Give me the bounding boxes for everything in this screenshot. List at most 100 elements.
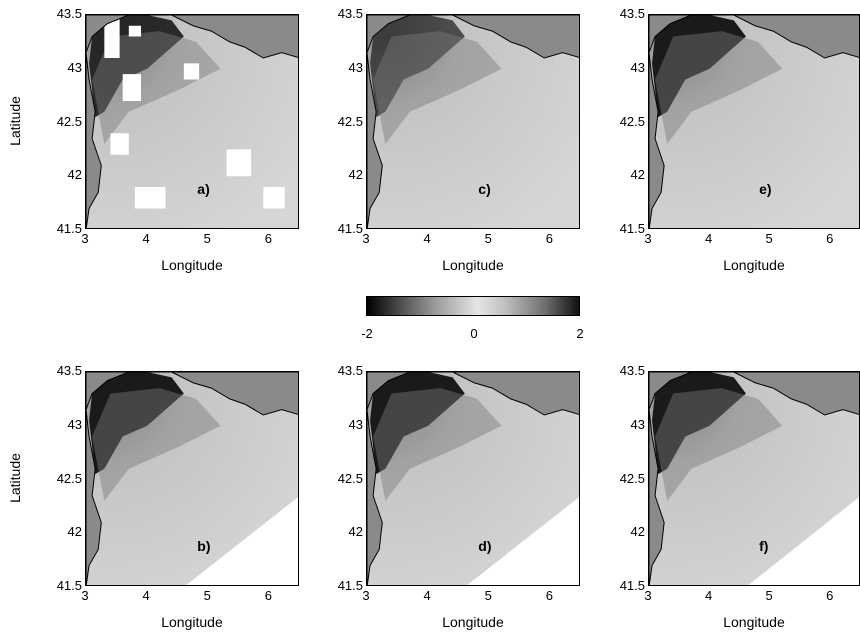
y-tick-label: 43.5 (56, 6, 82, 21)
data-gap (183, 63, 200, 80)
x-tick-label: 3 (81, 231, 89, 246)
x-tick-label: 5 (484, 231, 492, 246)
shelf-gradient-band (655, 388, 783, 501)
land-west (86, 409, 102, 585)
x-tick-label: 4 (704, 588, 713, 603)
coastal-dark-band (652, 372, 746, 475)
y-tick-label: 42 (348, 524, 363, 540)
panel-label: d) (478, 538, 492, 555)
map-svg (649, 15, 859, 228)
y-tick-label: 43 (630, 59, 645, 75)
x-tick-label: 4 (423, 588, 431, 603)
shelf-gradient-band (92, 31, 221, 144)
y-tick-label: 43 (67, 59, 82, 75)
x-axis-label: Longitude (442, 257, 504, 273)
coastal-dark-band (89, 372, 184, 475)
land-west (367, 409, 383, 585)
panel-label: b) (197, 538, 211, 555)
colorbar (366, 296, 580, 316)
data-gap (134, 187, 166, 209)
x-tick-label: 6 (826, 588, 834, 603)
coastal-dark-band (370, 15, 465, 118)
y-axis-label: Latitude (7, 452, 23, 503)
x-tick-label: 3 (362, 231, 370, 246)
y-tick-label: 42 (348, 167, 363, 183)
y-tick-label: 43 (348, 59, 363, 75)
y-tick-label: 43 (630, 416, 645, 432)
x-tick-label: 6 (264, 231, 273, 246)
y-tick-label: 42.5 (56, 113, 82, 129)
y-tick-label: 42.5 (619, 470, 645, 486)
x-tick-label: 4 (142, 588, 150, 603)
x-tick-label: 5 (203, 588, 211, 603)
map-svg (367, 15, 579, 228)
y-tick-label: 41.5 (619, 221, 645, 236)
y-tick-label: 43.5 (619, 363, 645, 378)
y-tick-label: 42.5 (337, 470, 363, 486)
panel-label: c) (478, 181, 491, 198)
y-tick-label: 43.5 (337, 6, 363, 21)
y-tick-label: 42.5 (56, 470, 82, 486)
panel-label: e) (759, 181, 772, 198)
shelf-gradient-band (655, 31, 783, 144)
x-tick-label: 4 (142, 231, 150, 246)
map-area (85, 14, 299, 229)
coastal-dark-band (652, 15, 746, 118)
y-tick-label: 41.5 (56, 221, 82, 236)
colorbar-tick-min: -2 (361, 326, 373, 341)
panel-label: a) (197, 181, 210, 198)
y-tick-label: 41.5 (619, 578, 645, 593)
shelf-gradient-band (92, 388, 221, 501)
y-tick-label: 42 (630, 167, 645, 183)
y-tick-label: 41.5 (337, 578, 363, 593)
colorbar-tick-max: 2 (576, 326, 584, 341)
shelf-gradient-band (373, 388, 502, 501)
x-tick-label: 4 (423, 231, 431, 246)
x-tick-label: 5 (203, 231, 211, 246)
y-tick-label: 41.5 (56, 578, 82, 593)
map-svg (86, 372, 298, 585)
x-axis-label: Longitude (723, 614, 785, 630)
x-tick-label: 3 (644, 588, 652, 603)
y-tick-label: 43 (348, 416, 363, 432)
x-tick-label: 5 (484, 588, 492, 603)
x-tick-label: 3 (81, 588, 89, 603)
map-svg (86, 15, 298, 228)
x-tick-label: 4 (704, 231, 713, 246)
y-axis-label: Latitude (7, 95, 23, 146)
land-north (367, 15, 579, 59)
map-area (85, 371, 299, 586)
map-area (366, 14, 580, 229)
x-tick-label: 6 (545, 588, 554, 603)
x-axis-label: Longitude (161, 257, 223, 273)
x-axis-label: Longitude (161, 614, 223, 630)
y-tick-label: 42 (630, 524, 645, 540)
land-north (86, 372, 298, 416)
x-tick-label: 6 (545, 231, 554, 246)
y-tick-label: 42.5 (337, 113, 363, 129)
y-tick-label: 43.5 (56, 363, 82, 378)
data-gap (128, 25, 142, 37)
map-area (648, 14, 860, 229)
x-tick-label: 6 (826, 231, 834, 246)
land-west (649, 409, 665, 585)
y-tick-label: 41.5 (337, 221, 363, 236)
data-gap (263, 187, 285, 209)
y-tick-label: 43.5 (619, 6, 645, 21)
y-tick-label: 43 (67, 416, 82, 432)
y-tick-label: 42 (67, 524, 82, 540)
panel-label: f) (759, 538, 769, 555)
land-west (86, 52, 102, 228)
x-tick-label: 5 (765, 231, 773, 246)
shelf-gradient-band (373, 31, 502, 144)
data-gap (104, 15, 120, 58)
y-tick-label: 42.5 (619, 113, 645, 129)
land-west (367, 52, 383, 228)
coastal-dark-band (370, 372, 465, 475)
land-west (649, 52, 665, 228)
y-tick-label: 42 (67, 167, 82, 183)
land-north (649, 372, 859, 416)
land-north (649, 15, 859, 59)
data-gap (226, 149, 252, 177)
map-area (648, 371, 860, 586)
